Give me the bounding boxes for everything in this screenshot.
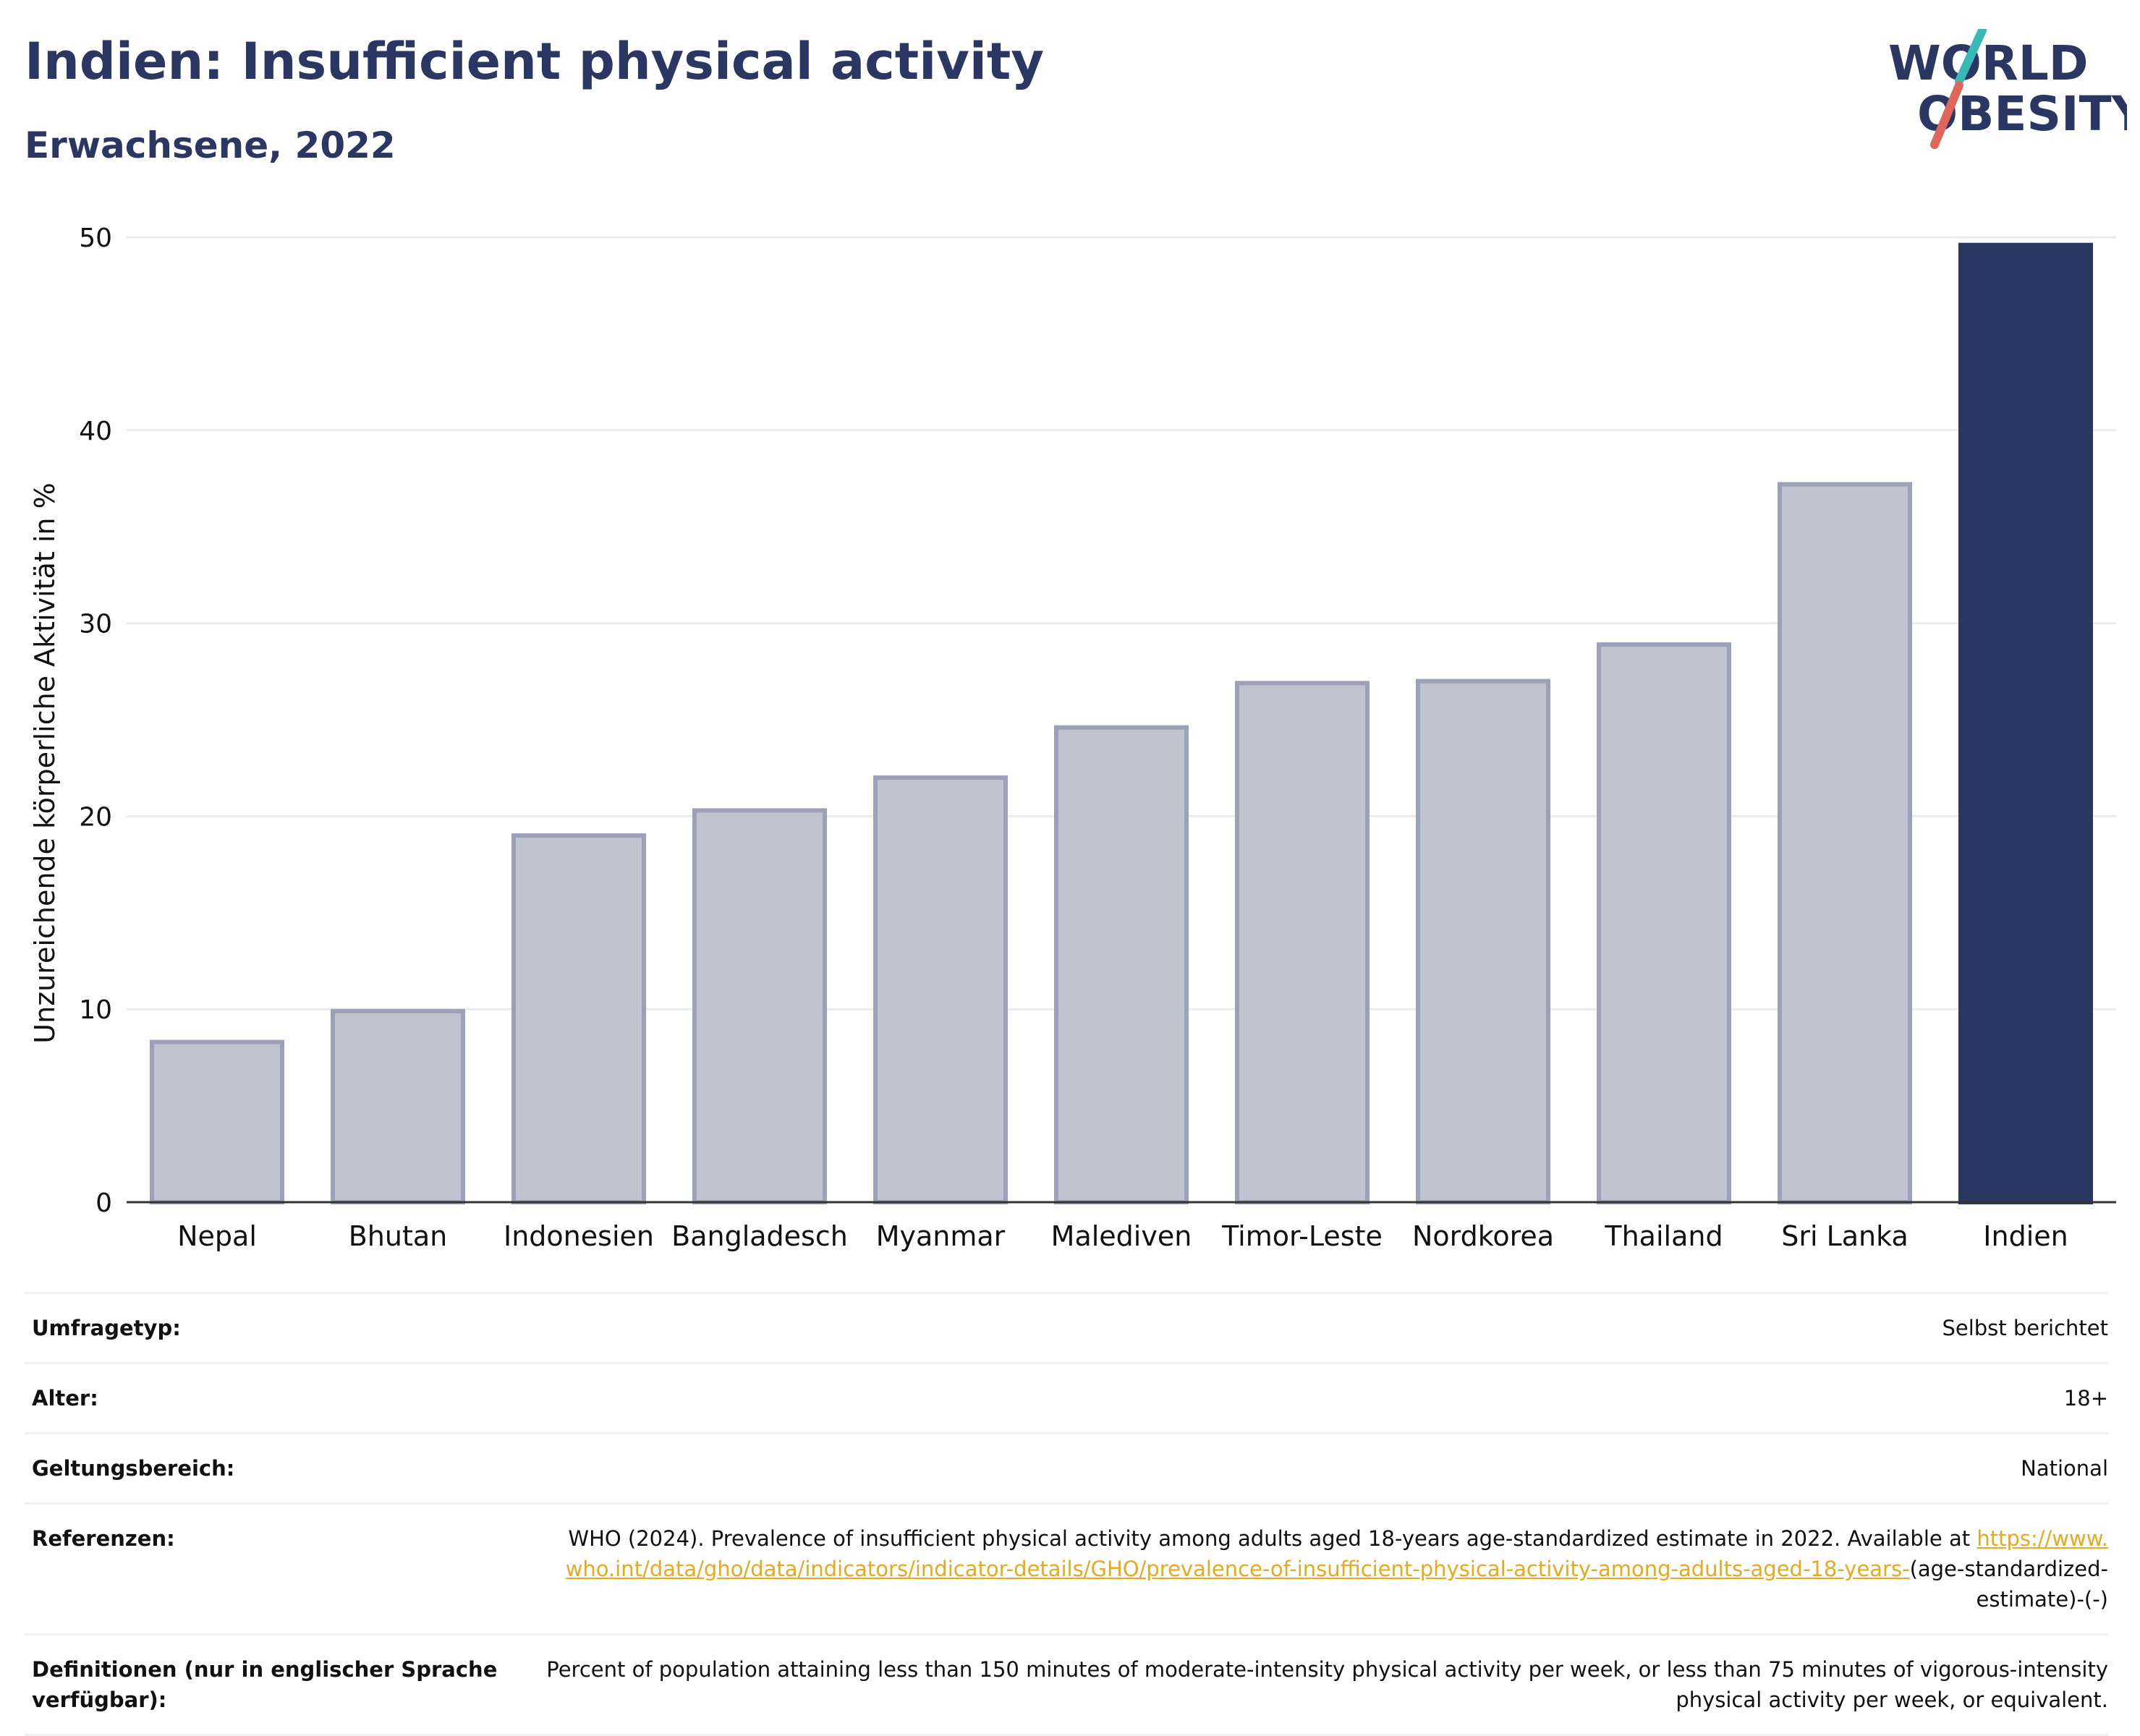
y-tick-label: 0 [95,1188,112,1218]
logo-slash-bottom [1930,81,1963,149]
bar-bhutan [331,1008,465,1205]
bar-myanmar [873,775,1008,1205]
x-tick-label: Malediven [1051,1220,1192,1252]
info-value: Selbst berichtet [1942,1316,2108,1340]
info-row-age: Alter: 18+ [25,1362,2108,1432]
info-table: Umfragetyp: Selbst berichtet Alter: 18+ … [25,1292,2108,1736]
y-tick-label: 30 [79,610,112,639]
info-value: 18+ [2063,1386,2108,1410]
bar-nepal [150,1039,284,1205]
references-suffix: (age-standardized-estimate)-(-) [1909,1557,2108,1612]
y-tick-label: 20 [79,802,112,832]
x-tick-label: Indonesien [504,1220,654,1252]
x-tick-label: Bangladesch [671,1220,848,1252]
info-row-scope: Geltungsbereich: National [25,1432,2108,1502]
y-axis-label: Unzureichende körperliche Aktivität in % [29,482,61,1043]
references-text: WHO (2024). Prevalence of insufficient p… [568,1526,1971,1551]
bar-indien [1958,242,2093,1204]
y-tick-label: 40 [79,417,112,446]
info-label: Umfragetyp: [32,1316,181,1340]
x-tick-label: Sri Lanka [1781,1220,1908,1252]
info-row-references: Referenzen: WHO (2024). Prevalence of in… [25,1502,2108,1633]
bar-bangladesch [692,808,827,1204]
info-value: Percent of population attaining less tha… [546,1657,2108,1712]
info-label: Alter: [32,1386,98,1410]
page-title: Indien: Insufficient physical activity [25,32,1044,91]
info-value: National [2021,1456,2108,1481]
y-axis-ticks: 0 10 20 30 40 50 [79,224,112,1218]
reference-link[interactable]: https://www.who.int/data/gho/data/indica… [565,1526,2108,1581]
bar-indonesien [511,833,646,1204]
info-label: Definitionen (nur in englischer Sprache … [32,1657,498,1712]
world-obesity-logo: WORLD OBESITY [1888,29,2127,149]
x-tick-label: Timor-Leste [1221,1220,1383,1252]
bar-nordkorea [1416,678,1550,1204]
x-tick-label: Indien [1983,1220,2068,1252]
x-tick-label: Nordkorea [1412,1220,1554,1252]
page-subtitle: Erwachsene, 2022 [25,124,396,166]
bar-sri-lanka [1778,482,1912,1204]
y-tick-label: 10 [79,995,112,1025]
references-value: WHO (2024). Prevalence of insufficient p… [553,1523,2108,1614]
bar-timor-leste [1235,681,1370,1204]
x-tick-label: Bhutan [349,1220,448,1252]
bar-thailand [1597,642,1731,1204]
y-tick-label: 50 [79,224,112,253]
x-tick-label: Thailand [1604,1220,1723,1252]
x-tick-label: Myanmar [876,1220,1006,1252]
info-label: Referenzen: [32,1526,175,1551]
info-label: Geltungsbereich: [32,1456,235,1481]
logo-line-1: WORLD [1888,35,2089,91]
info-row-survey-type: Umfragetyp: Selbst berichtet [25,1292,2108,1362]
logo-slash-top [1955,29,1987,85]
bar-malediven [1054,725,1189,1204]
info-row-definitions: Definitionen (nur in englischer Sprache … [25,1633,2108,1736]
bar-chart: 0 10 20 30 40 50 Nepal Bhutan Indonesien Banglad… [29,224,2116,1252]
x-tick-label: Nepal [177,1220,257,1252]
bars [150,242,2093,1205]
x-axis-labels: Nepal Bhutan Indonesien Bangladesch Myanmar M… [177,1220,2068,1252]
